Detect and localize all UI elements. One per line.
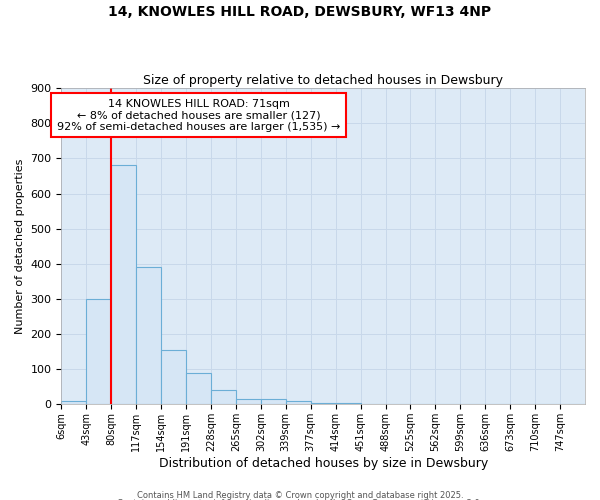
Text: 14, KNOWLES HILL ROAD, DEWSBURY, WF13 4NP: 14, KNOWLES HILL ROAD, DEWSBURY, WF13 4N… [109, 5, 491, 19]
Bar [111, 166, 136, 404]
Bar [286, 401, 311, 404]
Bar [136, 268, 161, 404]
Text: 14 KNOWLES HILL ROAD: 71sqm
← 8% of detached houses are smaller (127)
92% of sem: 14 KNOWLES HILL ROAD: 71sqm ← 8% of deta… [57, 98, 340, 132]
Bar [236, 399, 261, 404]
Bar [86, 299, 111, 405]
Bar [186, 372, 211, 404]
Bar [161, 350, 186, 405]
X-axis label: Distribution of detached houses by size in Dewsbury: Distribution of detached houses by size … [158, 457, 488, 470]
Y-axis label: Number of detached properties: Number of detached properties [15, 158, 25, 334]
Bar [311, 402, 335, 404]
Title: Size of property relative to detached houses in Dewsbury: Size of property relative to detached ho… [143, 74, 503, 87]
Text: Contains HM Land Registry data © Crown copyright and database right 2025.: Contains HM Land Registry data © Crown c… [137, 490, 463, 500]
Bar [261, 399, 286, 404]
Bar [211, 390, 236, 404]
Bar [61, 402, 86, 404]
Bar [335, 402, 361, 404]
